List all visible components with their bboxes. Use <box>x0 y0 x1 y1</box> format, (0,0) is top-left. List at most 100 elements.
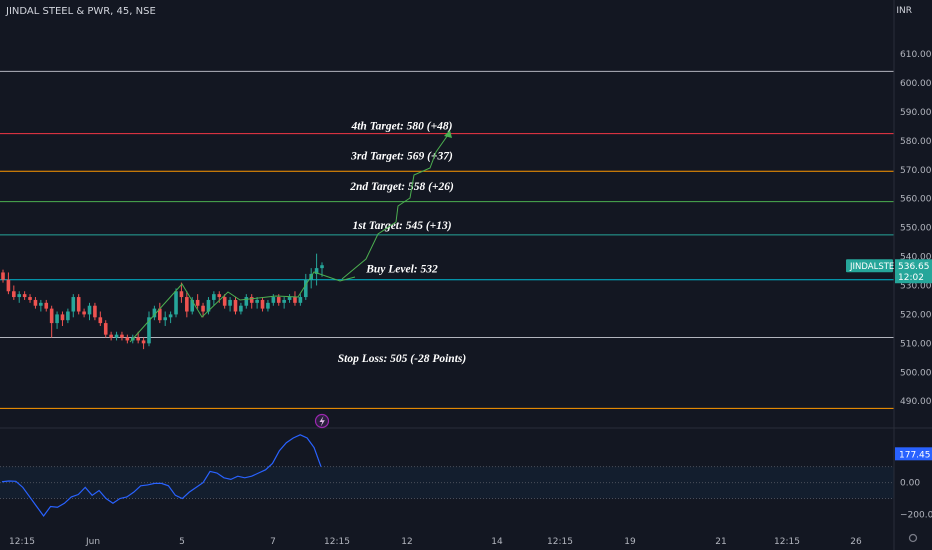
candle-body <box>1 272 5 280</box>
price-tick-label: 500.00 <box>900 368 932 378</box>
price-tick-label: 520.00 <box>900 310 932 320</box>
settings-gear-icon[interactable] <box>908 533 918 543</box>
candle-body <box>98 317 103 324</box>
candle-body <box>195 299 200 306</box>
time-tick-label: 12:15 <box>547 537 573 547</box>
candle-body <box>298 297 303 303</box>
candle-body <box>114 334 119 338</box>
price-tick-label: 540.00 <box>900 253 932 263</box>
last-price-value: 536.65 <box>898 262 930 272</box>
candle-body <box>103 323 108 335</box>
candle-body <box>125 337 130 341</box>
indicator-line[interactable] <box>1 434 322 518</box>
candle-body <box>179 291 184 298</box>
price-tick-label: 580.00 <box>900 137 932 147</box>
indicator-tick-label: 0.00 <box>900 479 920 489</box>
candle-body <box>17 294 22 298</box>
candle-body <box>206 299 211 312</box>
candle-body <box>212 294 216 300</box>
candle-body <box>244 297 249 306</box>
candle-body <box>49 308 54 324</box>
candle-body <box>233 299 238 312</box>
candle-body <box>201 305 205 312</box>
candle-body <box>260 299 265 309</box>
candle-body <box>228 299 232 306</box>
candle-body <box>185 297 189 312</box>
price-tick-label: 510.00 <box>900 339 932 349</box>
candle-body <box>55 314 59 324</box>
candle-body <box>157 308 162 321</box>
annotation-text[interactable]: Buy Level: 532 <box>365 263 438 275</box>
lightning-glyph <box>319 416 325 427</box>
candle-body <box>217 294 222 298</box>
candle-body <box>12 291 16 298</box>
candle-body <box>109 334 113 338</box>
annotation-text[interactable]: 2nd Target: 558 (+26) <box>349 181 454 193</box>
countdown-timer: 12:02 <box>898 273 924 283</box>
annotation-text[interactable]: 3rd Target: 569 (+37) <box>350 151 453 163</box>
price-tick-label: 590.00 <box>900 108 932 118</box>
price-tick-label: 610.00 <box>900 50 932 60</box>
price-tick-label: 530.00 <box>900 281 932 291</box>
candle-body <box>174 291 178 315</box>
candle-body <box>163 317 168 321</box>
candle-body <box>168 314 173 318</box>
currency-label: INR <box>896 6 912 16</box>
price-tick-label: 570.00 <box>900 166 932 176</box>
candle-body <box>39 302 43 306</box>
candle-body <box>141 340 146 344</box>
annotation-text[interactable]: 1st Target: 545 (+13) <box>352 220 451 232</box>
candle-body <box>276 297 281 303</box>
indicator-tick-label: −200.00 <box>900 510 932 520</box>
time-tick-label: 5 <box>179 537 185 547</box>
candle-body <box>136 337 140 341</box>
time-tick-label: 21 <box>715 537 726 547</box>
candle-body <box>314 268 319 274</box>
time-tick-label: 12 <box>401 537 412 547</box>
candle-body <box>239 305 243 312</box>
time-tick-label: 12:15 <box>774 537 800 547</box>
candle-body <box>249 297 254 303</box>
candle-body <box>6 279 11 292</box>
price-tick-label: 560.00 <box>900 195 932 205</box>
projection-arrowhead <box>444 130 452 138</box>
candle-body <box>287 297 292 300</box>
candle-body <box>87 305 92 315</box>
candle-body <box>255 299 259 303</box>
price-tick-label: 600.00 <box>900 79 932 89</box>
price-tick-label: 550.00 <box>900 224 932 234</box>
candle-body <box>66 311 70 321</box>
candle-body <box>190 299 195 312</box>
candle-body <box>93 305 97 318</box>
candle-body <box>271 297 276 303</box>
symbol-title: JINDAL STEEL & PWR, 45, NSE <box>6 6 156 17</box>
candle-body <box>28 297 32 300</box>
candle-body <box>303 279 308 298</box>
candle-body <box>293 297 297 303</box>
candle-body <box>76 297 81 312</box>
candle-body <box>222 297 227 306</box>
indicator-value-badge <box>895 447 932 461</box>
projection-path[interactable] <box>341 131 451 280</box>
time-tick-label: 14 <box>491 537 503 547</box>
time-tick-label: 12:15 <box>9 537 35 547</box>
candle-body <box>282 299 286 303</box>
candle-body <box>320 265 324 269</box>
time-tick-label: 19 <box>624 537 636 547</box>
annotation-text[interactable]: 4th Target: 580 (+48) <box>350 120 452 132</box>
last-price-badge <box>895 259 932 284</box>
annotation-text[interactable]: Stop Loss: 505 (-28 Points) <box>338 353 467 365</box>
candle-body <box>147 317 151 344</box>
candle-body <box>152 308 157 318</box>
time-tick-label: 12:15 <box>324 537 350 547</box>
time-tick-label: Jun <box>85 537 100 547</box>
wave-path[interactable] <box>129 271 356 343</box>
time-tick-label: 26 <box>850 537 862 547</box>
indicator-value: 177.45 <box>899 450 931 460</box>
symbol-tag-label: JINDALSTEL <box>849 262 899 272</box>
candle-body <box>120 334 124 338</box>
candle-body <box>60 314 65 321</box>
candle-body <box>22 294 27 298</box>
candle-body <box>33 299 38 306</box>
